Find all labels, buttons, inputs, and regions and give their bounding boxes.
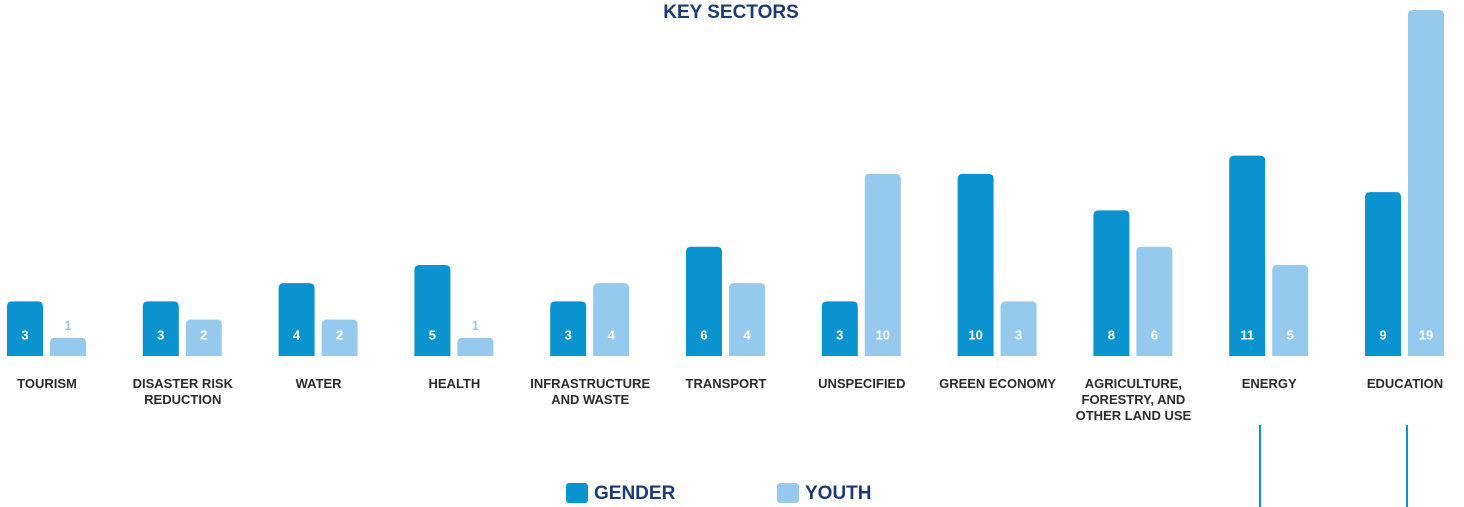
x-tick-label: WATER xyxy=(295,376,342,391)
data-label: 10 xyxy=(968,327,982,342)
data-label: 1 xyxy=(64,318,71,333)
legend-swatch xyxy=(777,483,799,503)
data-label: 3 xyxy=(21,327,28,342)
bar xyxy=(686,246,722,356)
x-tick-label: INFRASTRUCTURE AND WASTE xyxy=(530,376,651,407)
legend-swatch xyxy=(566,483,588,503)
x-tick-label: GREEN ECONOMY xyxy=(939,376,1057,391)
data-label: 9 xyxy=(1379,327,1386,342)
data-label: 2 xyxy=(200,327,207,342)
data-label: 8 xyxy=(1108,327,1115,342)
bar xyxy=(414,264,451,356)
x-tick-label: EDUCATION xyxy=(1366,376,1444,391)
bar xyxy=(7,301,43,356)
bar xyxy=(729,283,765,356)
bar xyxy=(593,283,630,356)
bar xyxy=(821,301,858,356)
data-label: 4 xyxy=(293,327,301,342)
data-label: 3 xyxy=(157,327,164,342)
bar xyxy=(1408,10,1444,356)
bar xyxy=(321,319,358,356)
bar xyxy=(957,173,994,356)
data-label: 3 xyxy=(836,327,843,342)
data-label: 3 xyxy=(1015,327,1022,342)
bar xyxy=(1136,246,1173,356)
data-label: 6 xyxy=(1151,327,1158,342)
bar xyxy=(550,301,587,356)
x-tick-label: TOURISM xyxy=(17,376,77,391)
bar xyxy=(50,337,86,356)
bar xyxy=(1000,301,1037,356)
data-label: 3 xyxy=(565,327,572,342)
data-label: 1 xyxy=(472,318,479,333)
data-label: 19 xyxy=(1419,327,1433,342)
data-label: 11 xyxy=(1240,327,1254,342)
bar xyxy=(1365,192,1401,356)
bar xyxy=(1272,264,1309,356)
x-tick-label: UNSPECIFIED xyxy=(818,376,906,391)
bar xyxy=(142,301,179,356)
data-label: 4 xyxy=(608,327,616,342)
data-label: 2 xyxy=(336,327,343,342)
data-label: 4 xyxy=(743,327,751,342)
bar xyxy=(1093,210,1130,356)
bar xyxy=(864,173,901,356)
bar xyxy=(1229,155,1266,356)
legend-label: GENDER xyxy=(594,483,676,504)
bar xyxy=(278,283,315,356)
chart-title: KEY SECTORS xyxy=(663,2,799,23)
bar xyxy=(185,319,222,356)
x-tick-label: TRANSPORT xyxy=(685,376,767,391)
x-tick-label: ENERGY xyxy=(1241,376,1297,391)
x-tick-label: AGRICULTURE, FORESTRY, AND OTHER LAND US… xyxy=(1075,376,1192,423)
legend-label: YOUTH xyxy=(805,483,872,504)
x-tick-label: HEALTH xyxy=(428,376,481,391)
bar xyxy=(457,337,494,356)
data-label: 10 xyxy=(876,327,890,342)
x-tick-label: DISASTER RISK REDUCTION xyxy=(132,376,233,407)
data-label: 6 xyxy=(700,327,707,342)
data-label: 5 xyxy=(1287,327,1294,342)
data-label: 5 xyxy=(429,327,436,342)
